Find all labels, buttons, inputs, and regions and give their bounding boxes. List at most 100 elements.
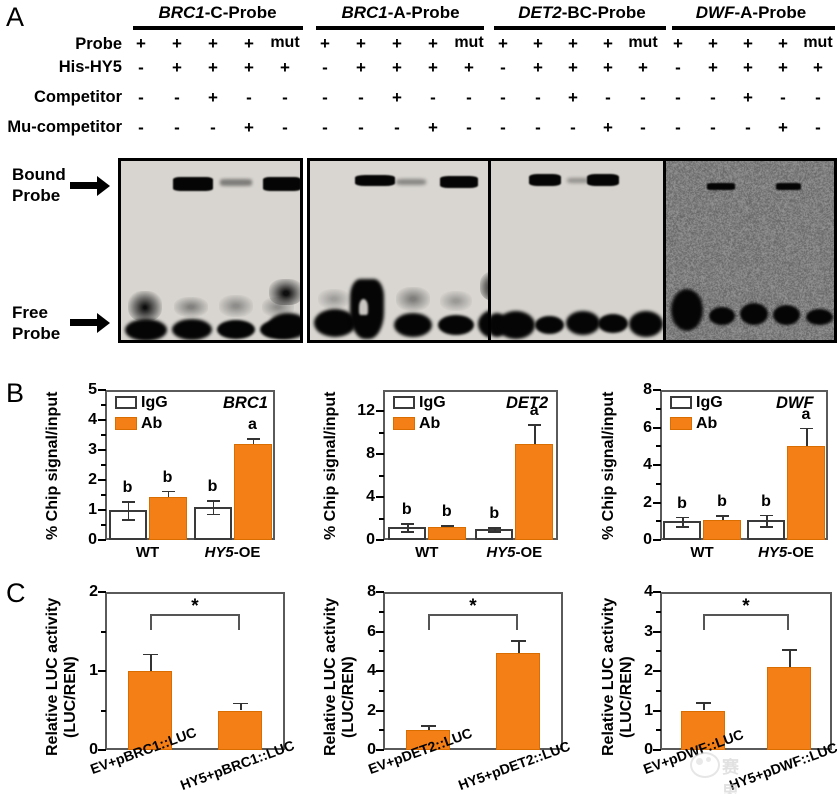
y-tick-label: 0 bbox=[351, 741, 376, 759]
emsa-symbol-his-hy5-b4-l1: - bbox=[665, 58, 691, 78]
probe-header-3-gene: DET2 bbox=[518, 3, 561, 22]
y-tick bbox=[98, 749, 106, 751]
stat-annotation: b bbox=[747, 493, 785, 511]
emsa-symbol-his-hy5-b2-l4: + bbox=[420, 58, 446, 78]
emsa-symbol-mu-competitor-b1-l1: - bbox=[128, 118, 154, 138]
y-tick-label: 2 bbox=[624, 494, 652, 512]
emsa-symbol-his-hy5-b1-l4: + bbox=[236, 58, 262, 78]
emsa-symbol-competitor-b4-l1: - bbox=[665, 88, 691, 108]
emsa-symbol-probe-b2-l3: + bbox=[384, 34, 410, 54]
y-tick-label: 8 bbox=[624, 381, 652, 399]
error-bar-cap bbox=[162, 491, 175, 493]
emsa-symbol-his-hy5-b4-l2: + bbox=[700, 58, 726, 78]
y-tick-label: 3 bbox=[69, 441, 97, 459]
error-bar-cap bbox=[441, 525, 454, 527]
y-tick-minor bbox=[101, 710, 106, 712]
error-bar bbox=[806, 428, 808, 447]
bar-ab-hy5-oe bbox=[515, 444, 553, 540]
emsa-symbol-competitor-b2-l2: - bbox=[348, 88, 374, 108]
error-bar bbox=[518, 640, 520, 653]
gene-label: BRC1 bbox=[223, 394, 268, 413]
emsa-symbol-probe-b4-l2: + bbox=[700, 34, 726, 54]
x-category-label-hy5-oe: HY5-OE bbox=[173, 544, 293, 561]
y-tick bbox=[653, 427, 661, 429]
y-tick-label: 0 bbox=[73, 741, 98, 759]
error-bar-lower-cap bbox=[401, 531, 414, 533]
y-tick-minor bbox=[656, 483, 661, 485]
emsa-symbol-mu-competitor-b2-l5: - bbox=[456, 118, 482, 138]
bar-ab-wt bbox=[703, 520, 741, 540]
y-tick-label: 3 bbox=[628, 623, 653, 641]
error-bar-lower-cap bbox=[488, 531, 501, 533]
legend-label-igg: IgG bbox=[419, 394, 446, 412]
y-tick bbox=[653, 710, 661, 712]
panel-letter-a: A bbox=[6, 2, 24, 33]
emsa-symbol-competitor-b1-l5: - bbox=[272, 88, 298, 108]
error-bar-cap bbox=[143, 654, 158, 656]
emsa-symbol-mu-competitor-b1-l4: + bbox=[236, 118, 262, 138]
y-tick-label: 6 bbox=[624, 419, 652, 437]
y-tick bbox=[653, 464, 661, 466]
y-tick bbox=[653, 631, 661, 633]
stat-annotation: b bbox=[663, 495, 701, 513]
y-tick bbox=[98, 591, 106, 593]
y-tick-minor bbox=[656, 408, 661, 410]
emsa-symbol-competitor-b3-l1: - bbox=[490, 88, 516, 108]
probe-rule-2 bbox=[316, 26, 484, 30]
legend-swatch-ab bbox=[115, 417, 137, 430]
emsa-symbol-probe-b3-l5: mut bbox=[626, 34, 660, 52]
error-bar-cap bbox=[247, 438, 260, 440]
y-tick-label: 5 bbox=[69, 381, 97, 399]
error-bar-cap bbox=[233, 703, 248, 705]
emsa-symbol-competitor-b2-l1: - bbox=[312, 88, 338, 108]
emsa-symbol-his-hy5-b4-l4: + bbox=[770, 58, 796, 78]
y-tick bbox=[376, 631, 384, 633]
emsa-symbol-probe-b3-l4: + bbox=[595, 34, 621, 54]
stat-annotation: b bbox=[428, 503, 466, 521]
emsa-symbol-probe-b1-l4: + bbox=[236, 34, 262, 54]
probe-rule-4 bbox=[672, 26, 835, 30]
y-tick-minor bbox=[379, 518, 384, 520]
emsa-symbol-probe-b4-l4: + bbox=[770, 34, 796, 54]
bound-probe-arrow-icon bbox=[70, 176, 110, 196]
y-tick-minor bbox=[656, 520, 661, 522]
emsa-symbol-mu-competitor-b2-l3: - bbox=[384, 118, 410, 138]
emsa-symbol-his-hy5-b2-l1: - bbox=[312, 58, 338, 78]
y-axis-title-line2: (LUC/REN) bbox=[340, 656, 358, 738]
y-tick-label: 4 bbox=[347, 488, 375, 506]
emsa-symbol-his-hy5-b3-l4: + bbox=[595, 58, 621, 78]
error-bar-lower-cap bbox=[760, 526, 773, 528]
legend-swatch-ab bbox=[670, 417, 692, 430]
probe-header-1: BRC1-C-Probe bbox=[130, 3, 305, 23]
emsa-symbol-competitor-b1-l4: - bbox=[236, 88, 262, 108]
probe-header-1-gene: BRC1 bbox=[158, 3, 204, 22]
emsa-symbol-mu-competitor-b3-l3: - bbox=[560, 118, 586, 138]
y-tick bbox=[376, 453, 384, 455]
y-tick-minor bbox=[656, 445, 661, 447]
emsa-symbol-probe-b4-l3: + bbox=[735, 34, 761, 54]
y-tick-label: 8 bbox=[347, 445, 375, 463]
emsa-symbol-mu-competitor-b3-l4: + bbox=[595, 118, 621, 138]
emsa-symbol-probe-b2-l1: + bbox=[312, 34, 338, 54]
y-tick-minor bbox=[656, 611, 661, 613]
free-probe-label-line2: Probe bbox=[12, 324, 60, 344]
emsa-symbol-his-hy5-b1-l2: + bbox=[164, 58, 190, 78]
probe-header-2-suffix: -A-Probe bbox=[388, 3, 460, 22]
stat-annotation: b bbox=[149, 469, 187, 487]
y-tick bbox=[98, 449, 106, 451]
emsa-symbol-competitor-b3-l2: - bbox=[525, 88, 551, 108]
bar-ab-hy5-oe bbox=[234, 444, 272, 540]
emsa-symbol-probe-b2-l2: + bbox=[348, 34, 374, 54]
emsa-symbol-his-hy5-b1-l3: + bbox=[200, 58, 226, 78]
y-tick-label: 2 bbox=[69, 471, 97, 489]
y-tick-label: 4 bbox=[628, 583, 653, 601]
error-bar-cap bbox=[207, 500, 220, 502]
y-tick-minor bbox=[101, 631, 106, 633]
y-tick bbox=[376, 410, 384, 412]
probe-header-4: DWF-A-Probe bbox=[665, 3, 837, 23]
legend-label-ab: Ab bbox=[141, 415, 162, 433]
y-tick-minor bbox=[101, 524, 106, 526]
emsa-symbol-his-hy5-b3-l5: + bbox=[630, 58, 656, 78]
error-bar bbox=[150, 654, 152, 671]
significance-star: * bbox=[461, 596, 485, 618]
